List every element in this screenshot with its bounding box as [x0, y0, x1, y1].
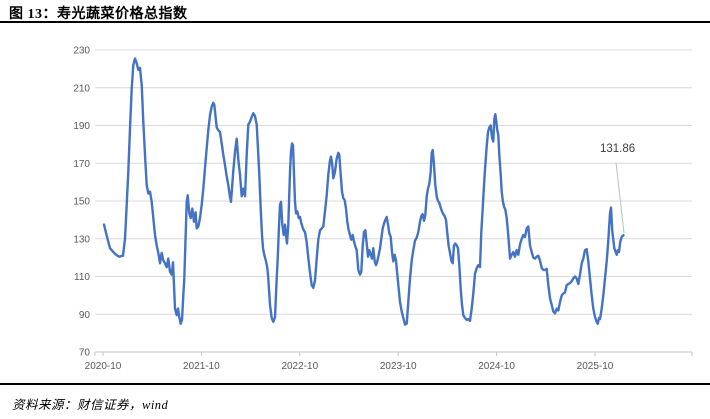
x-axis-label: 2023-10	[380, 361, 417, 372]
y-axis-label: 230	[73, 46, 90, 57]
y-axis-label: 130	[73, 234, 90, 245]
footer-divider	[0, 383, 710, 386]
x-axis-label: 2024-10	[478, 361, 515, 372]
figure-title: 图 13：寿光蔬菜价格总指数	[9, 7, 188, 22]
y-axis-label: 150	[73, 197, 90, 208]
title-divider	[0, 21, 710, 24]
x-axis-label: 2020-10	[85, 361, 122, 372]
y-axis-label: 110	[74, 272, 90, 283]
annotation-leader-line	[615, 162, 625, 234]
x-axis-label: 2025-10	[577, 361, 614, 372]
y-axis-label: 190	[73, 121, 90, 132]
x-axis-label: 2022-10	[281, 361, 318, 372]
y-axis-label: 210	[73, 83, 90, 94]
y-axis-label: 90	[79, 310, 91, 321]
last-value-label: 131.86	[600, 143, 635, 155]
price-index-line	[102, 57, 625, 326]
source-note: 资料来源：财信证券，wind	[12, 398, 169, 412]
y-axis-label: 70	[79, 348, 91, 359]
y-axis-label: 170	[73, 159, 90, 170]
x-axis-label: 2021-10	[183, 361, 220, 372]
